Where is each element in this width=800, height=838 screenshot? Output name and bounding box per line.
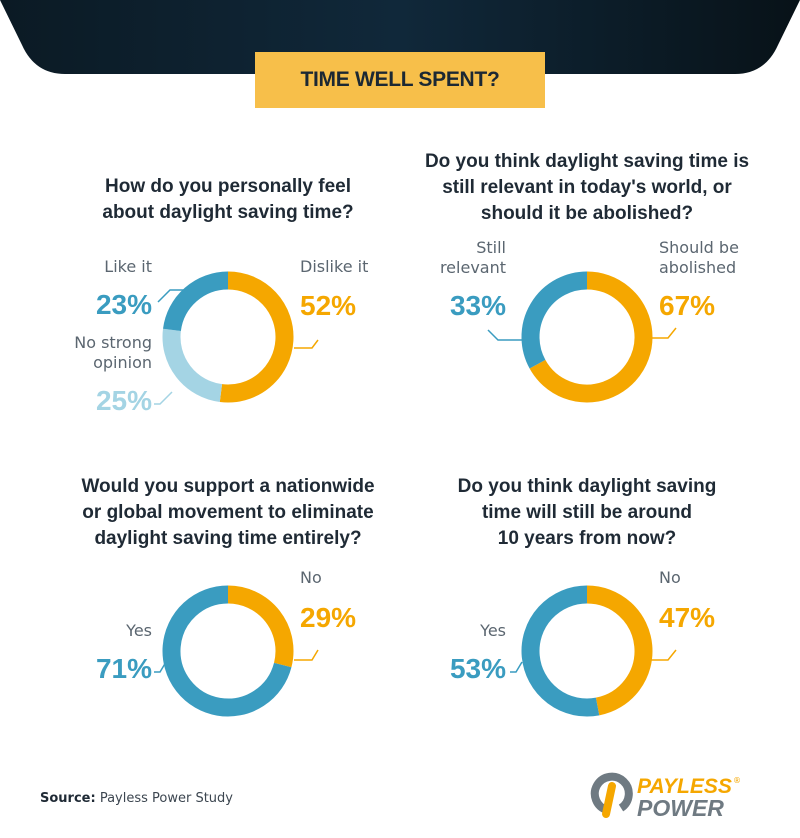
payless-power-logo: PAYLESS POWER ® <box>590 772 741 820</box>
header-background <box>0 0 800 74</box>
donut-slice <box>219 271 294 403</box>
slice-value: 33% <box>450 290 506 321</box>
slice-label: Like it <box>104 257 152 276</box>
donut-chart-3: Would you support a nationwide or global … <box>81 476 375 717</box>
slice-label: Should be <box>659 238 739 257</box>
donut-slice <box>521 271 588 369</box>
title-banner: TIME WELL SPENT? <box>255 52 545 108</box>
donut-slice <box>163 271 229 332</box>
chart-title-line: about daylight saving time? <box>102 202 353 223</box>
chart-title-line: still relevant in today's world, or <box>442 177 732 198</box>
slice-value: 71% <box>96 653 152 684</box>
slice-label: No <box>300 568 322 587</box>
chart-title-line: should it be abolished? <box>481 203 693 224</box>
slice-label: opinion <box>93 353 152 372</box>
donut-chart-1: How do you personally feel about daylight… <box>74 176 368 416</box>
chart-title-line: daylight saving time entirely? <box>94 528 361 549</box>
source-note: Source: Payless Power Study <box>40 791 233 806</box>
leader-line <box>650 327 677 339</box>
donut-slice <box>227 585 294 668</box>
chart-title-line: time will still be around <box>482 502 692 523</box>
donut-slice <box>162 585 292 717</box>
leader-line <box>154 661 167 673</box>
slice-label: Still <box>476 238 506 257</box>
leader-line <box>154 391 173 405</box>
source-text: Payless Power Study <box>95 791 233 806</box>
chart-title-line: 10 years from now? <box>498 528 676 549</box>
slice-label: Yes <box>125 621 152 640</box>
slice-label: No <box>659 568 681 587</box>
slice-value: 47% <box>659 602 715 633</box>
chart-title-line: or global movement to eliminate <box>82 502 373 523</box>
chart-title-line: Would you support a nationwide <box>81 476 374 497</box>
slice-value: 29% <box>300 602 356 633</box>
source-label: Source: <box>40 791 96 806</box>
donut-slice <box>521 585 600 717</box>
slice-label: abolished <box>659 258 736 277</box>
chart-title-line: Do you think daylight saving <box>458 476 717 497</box>
slice-label: Dislike it <box>300 257 368 276</box>
slice-value: 67% <box>659 290 715 321</box>
slice-value: 23% <box>96 289 152 320</box>
slice-value: 52% <box>300 290 356 321</box>
chart-title-line: How do you personally feel <box>105 176 351 197</box>
leader-line <box>487 329 522 341</box>
leader-line <box>650 649 677 661</box>
donut-slice <box>162 328 223 402</box>
donut-chart-2: Do you think daylight saving time is stil… <box>425 151 749 403</box>
leader-line <box>294 339 319 349</box>
leader-line <box>294 649 319 661</box>
donut-slice <box>529 271 653 403</box>
donut-slice <box>586 585 653 716</box>
leader-line <box>157 289 190 303</box>
leader-line <box>510 661 523 673</box>
slice-label: No strong <box>74 333 152 352</box>
slice-value: 25% <box>96 385 152 416</box>
slice-label: Yes <box>479 621 506 640</box>
svg-text:POWER: POWER <box>637 795 724 820</box>
donut-chart-4: Do you think daylight saving time will st… <box>450 476 717 717</box>
svg-text:®: ® <box>733 776 741 785</box>
svg-text:PAYLESS: PAYLESS <box>637 775 732 798</box>
page-title: TIME WELL SPENT? <box>300 68 500 91</box>
chart-title-line: Do you think daylight saving time is <box>425 151 749 172</box>
slice-value: 53% <box>450 653 506 684</box>
slice-label: relevant <box>440 258 506 277</box>
